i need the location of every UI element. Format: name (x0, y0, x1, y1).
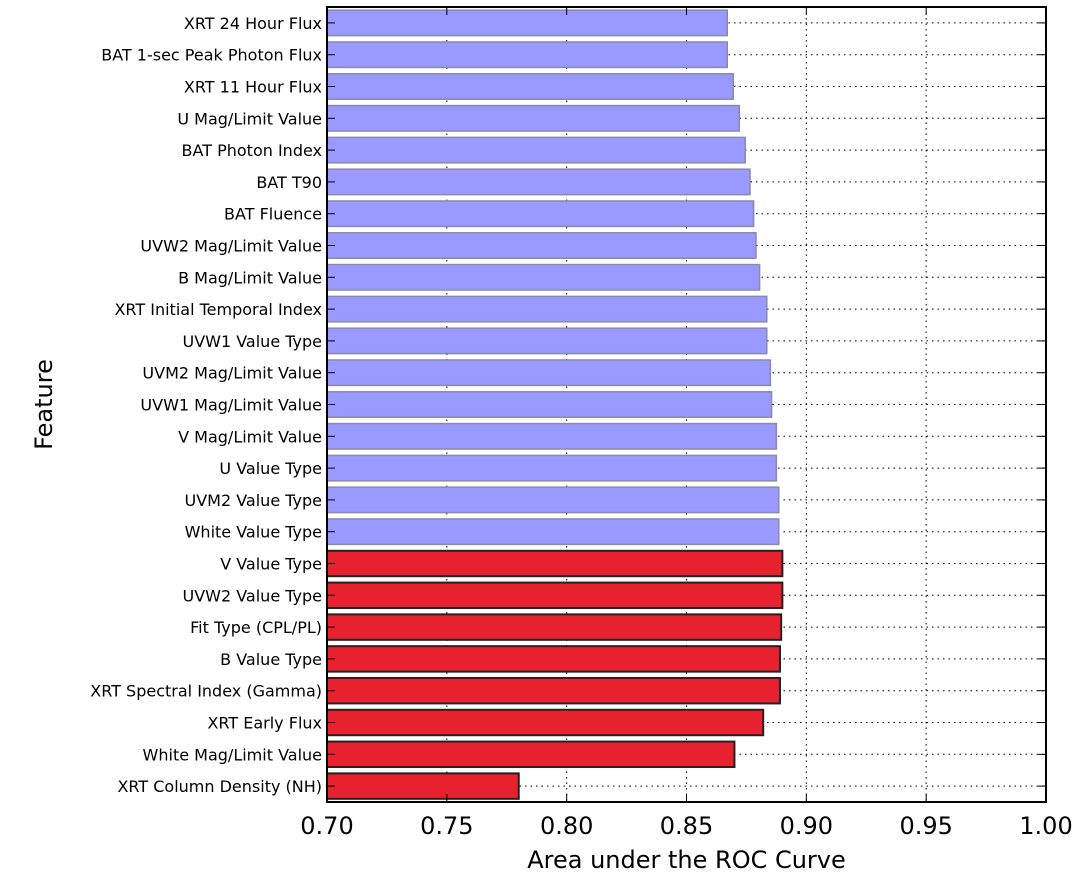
y-category-label: UVM2 Value Type (185, 491, 323, 510)
y-category-label: BAT Fluence (224, 205, 322, 224)
y-category-label: UVW2 Mag/Limit Value (140, 237, 322, 256)
y-category-label: U Mag/Limit Value (177, 109, 322, 128)
y-category-label: XRT Column Density (NH) (117, 777, 322, 796)
bar (326, 168, 751, 196)
bar (326, 200, 755, 228)
bar (326, 232, 757, 259)
x-tick-labels: 0.70 0.75 0.80 0.85 0.90 0.95 1.00 (300, 812, 1072, 840)
x-tick-label: 0.95 (899, 812, 952, 840)
y-axis-title: Feature (30, 359, 58, 450)
bar (326, 645, 781, 673)
y-category-label: UVW1 Value Type (182, 332, 322, 351)
y-category-label: XRT Initial Temporal Index (114, 300, 322, 319)
y-category-label: XRT Early Flux (207, 714, 322, 733)
y-category-label: V Mag/Limit Value (178, 427, 322, 446)
y-category-label: B Value Type (220, 650, 322, 669)
y-category-label: BAT 1-sec Peak Photon Flux (101, 46, 322, 65)
bar (326, 422, 778, 450)
x-tick-label: 0.75 (420, 812, 473, 840)
bars (326, 9, 784, 800)
y-category-label: UVW2 Value Type (182, 586, 322, 605)
y-category-label: XRT Spectral Index (Gamma) (90, 682, 322, 701)
y-category-label: BAT Photon Index (182, 141, 322, 160)
x-tick-label: 0.70 (300, 812, 353, 840)
bar (326, 295, 768, 323)
bar (326, 327, 768, 355)
bar (326, 518, 780, 546)
bar (326, 486, 780, 514)
bar (326, 740, 736, 769)
bar (326, 136, 746, 164)
y-category-label: XRT 11 Hour Flux (184, 78, 322, 97)
bar (326, 454, 778, 482)
x-tick-label: 0.85 (660, 812, 713, 840)
bar (326, 581, 784, 610)
y-category-label: White Mag/Limit Value (143, 745, 322, 764)
bar (326, 263, 761, 291)
bar (326, 359, 772, 387)
bar (326, 772, 520, 800)
axis-ticks (326, 7, 1047, 802)
bar (326, 676, 781, 705)
y-category-label: BAT T90 (256, 173, 322, 192)
y-category-label: XRT 24 Hour Flux (184, 14, 322, 33)
x-tick-label: 1.00 (1019, 812, 1072, 840)
y-category-label: White Value Type (185, 523, 322, 542)
y-category-label: UVM2 Mag/Limit Value (142, 364, 322, 383)
y-category-label: V Value Type (220, 555, 322, 574)
bar (326, 41, 728, 69)
bar (326, 549, 784, 578)
y-category-label: U Value Type (219, 459, 322, 478)
bar (326, 391, 773, 418)
x-tick-label: 0.90 (780, 812, 833, 840)
bar (326, 708, 765, 737)
bar (326, 73, 734, 100)
x-axis-title: Area under the ROC Curve (527, 846, 846, 874)
y-category-label: UVW1 Mag/Limit Value (140, 396, 322, 415)
y-category-labels: XRT 24 Hour Flux BAT 1-sec Peak Photon Fl… (90, 14, 322, 796)
bar (326, 613, 783, 641)
y-category-label: B Mag/Limit Value (178, 268, 322, 287)
y-category-label: Fit Type (CPL/PL) (190, 618, 322, 637)
bar (326, 9, 728, 37)
bar (326, 104, 740, 132)
x-tick-label: 0.80 (540, 812, 593, 840)
